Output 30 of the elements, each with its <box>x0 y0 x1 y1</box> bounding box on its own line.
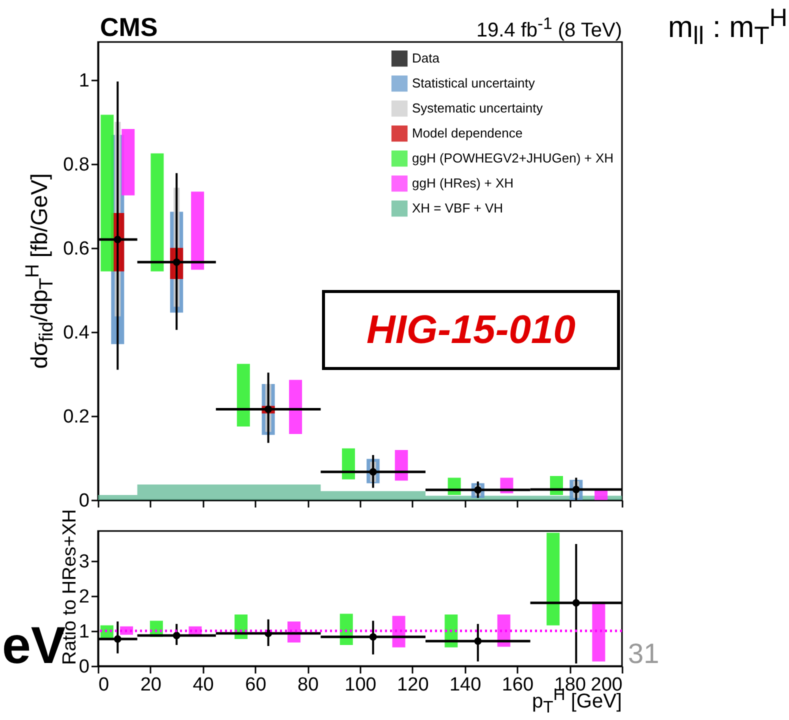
x-tick-label: 40 <box>192 674 214 696</box>
y-tick-label: 3 <box>78 551 90 572</box>
y-tick-label: 0.6 <box>63 238 90 260</box>
legend-label: Systematic uncertainty <box>412 100 544 116</box>
y-tick-label: 1 <box>78 70 90 92</box>
y-tick-label: 0.8 <box>63 154 90 176</box>
outlined-box: HIG-15-010 <box>322 290 620 370</box>
y-tick-label: 0.4 <box>63 322 90 344</box>
text: 31 <box>628 638 660 669</box>
x-tick-label: 0 <box>98 674 110 696</box>
legend-label: Model dependence <box>412 126 523 140</box>
x-tick-label: 100 <box>344 674 376 696</box>
y-tick-label: 0 <box>78 656 90 678</box>
legend-label: ggH (HRes) + XH <box>412 176 514 190</box>
text: CMS <box>100 12 158 42</box>
x-tick-label: 160 <box>502 674 534 696</box>
x-tick-label: 80 <box>298 674 319 696</box>
x-tick-label: 140 <box>449 674 482 696</box>
legend-label: XH = VBF + VH <box>412 200 504 216</box>
text: 19.4 fb$^{-1}$ (8 TeV) <box>476 14 622 42</box>
y-tick-label: 0.2 <box>63 406 90 428</box>
legend-label: ggH (POWHEGV2+JHUGen) + XH <box>412 150 614 166</box>
legend-label: Statistical uncertainty <box>412 76 536 90</box>
y-tick-label: 1 <box>78 621 90 642</box>
x-tick-label: 60 <box>245 674 266 696</box>
legend-label: Data <box>412 50 440 66</box>
y-tick-label: 0 <box>78 490 90 512</box>
y-tick-label: 2 <box>78 586 90 608</box>
x-tick-label: 20 <box>140 674 162 696</box>
x-tick-label: 120 <box>397 674 429 696</box>
